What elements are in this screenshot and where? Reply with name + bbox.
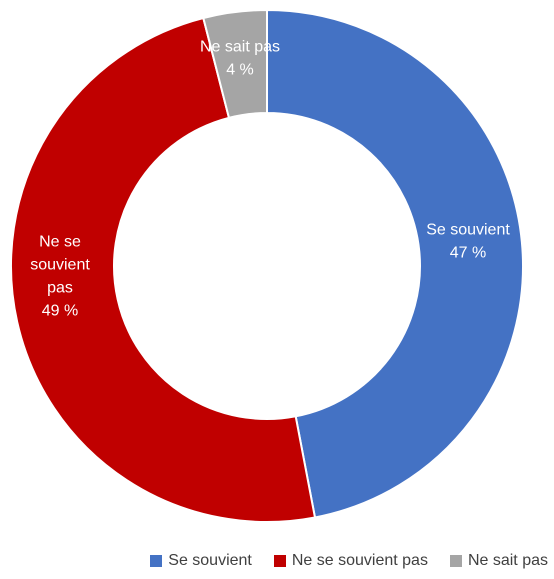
legend-swatch (150, 555, 163, 567)
slice-ne-se-souvient-pas (10, 16, 317, 523)
slice-ne-sait-pas (202, 8, 268, 120)
chart-legend: Se souvient Ne se souvient pas Ne sait pas (0, 547, 554, 575)
legend-swatch (273, 555, 286, 567)
legend-item-ne-se-souvient-pas: Ne se souvient pas (273, 552, 428, 570)
legend-label: Ne sait pas (467, 552, 548, 569)
legend-item-se-souvient: Se souvient (150, 552, 252, 570)
slice-label-ne-sait-pas: Ne sait pas 4 % (200, 39, 280, 79)
legend-label: Ne se souvient pas (291, 552, 428, 569)
slice-label-se-souvient: Se souvient 47 % (426, 222, 510, 262)
donut-slices (10, 8, 524, 523)
slice-label-ne-se-souvient-pas: Ne se souvient pas 49 % (30, 234, 90, 320)
slice-labels: Se souvient 47 % Ne se souvient pas 49 % Ne sa… (30, 39, 510, 320)
legend-label: Se souvient (168, 552, 252, 569)
slice-se-souvient (266, 8, 524, 519)
legend-item-ne-sait-pas: Ne sait pas (449, 552, 548, 570)
legend-swatch (449, 555, 462, 567)
